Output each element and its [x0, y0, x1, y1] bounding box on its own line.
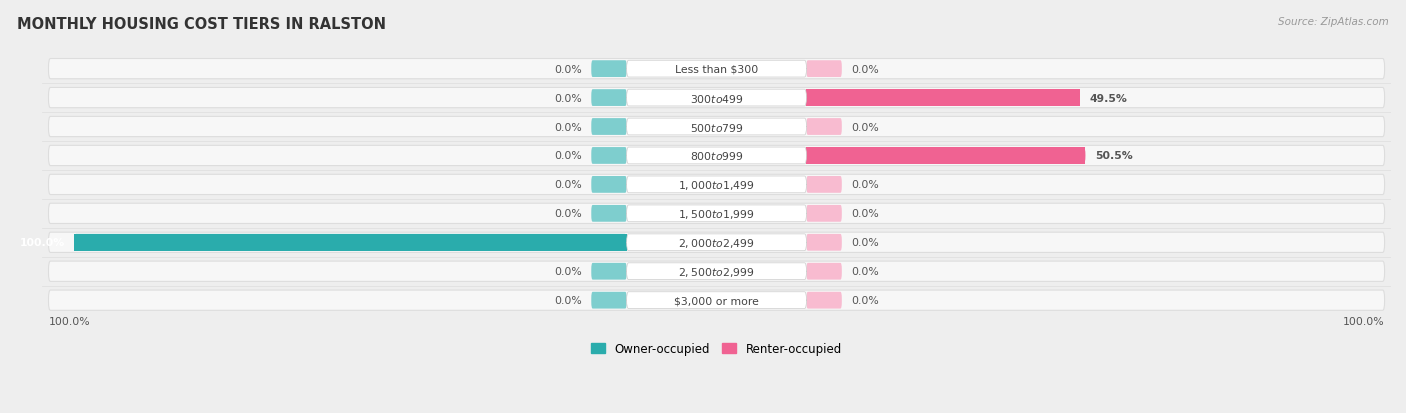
Text: 100.0%: 100.0% — [49, 316, 90, 326]
Bar — [75, 234, 627, 251]
FancyBboxPatch shape — [49, 261, 1385, 282]
FancyBboxPatch shape — [592, 119, 627, 135]
FancyBboxPatch shape — [807, 292, 842, 309]
FancyBboxPatch shape — [592, 263, 627, 280]
FancyBboxPatch shape — [49, 117, 1385, 137]
FancyBboxPatch shape — [592, 90, 627, 107]
FancyBboxPatch shape — [592, 177, 627, 193]
Text: 100.0%: 100.0% — [20, 238, 65, 248]
FancyBboxPatch shape — [807, 205, 842, 222]
Text: $3,000 or more: $3,000 or more — [673, 295, 759, 306]
Text: 0.0%: 0.0% — [852, 238, 879, 248]
Text: 0.0%: 0.0% — [554, 64, 582, 74]
Text: $2,500 to $2,999: $2,500 to $2,999 — [678, 265, 755, 278]
Text: 100.0%: 100.0% — [1343, 316, 1385, 326]
Text: $500 to $799: $500 to $799 — [690, 121, 744, 133]
Text: 0.0%: 0.0% — [554, 295, 582, 306]
Text: 0.0%: 0.0% — [554, 93, 582, 103]
FancyBboxPatch shape — [807, 177, 842, 193]
FancyBboxPatch shape — [807, 263, 842, 280]
Text: $2,000 to $2,499: $2,000 to $2,499 — [678, 236, 755, 249]
FancyBboxPatch shape — [627, 90, 807, 107]
FancyBboxPatch shape — [807, 90, 1080, 107]
FancyBboxPatch shape — [49, 88, 1385, 109]
FancyBboxPatch shape — [49, 175, 1385, 195]
FancyBboxPatch shape — [807, 148, 1085, 164]
FancyBboxPatch shape — [592, 205, 627, 222]
Text: $1,500 to $1,999: $1,500 to $1,999 — [678, 207, 755, 220]
FancyBboxPatch shape — [592, 148, 627, 164]
Text: 0.0%: 0.0% — [554, 209, 582, 219]
FancyBboxPatch shape — [592, 61, 627, 78]
Text: 0.0%: 0.0% — [852, 266, 879, 277]
FancyBboxPatch shape — [627, 234, 807, 251]
FancyBboxPatch shape — [807, 234, 842, 251]
Text: 0.0%: 0.0% — [852, 64, 879, 74]
FancyBboxPatch shape — [807, 119, 842, 135]
FancyBboxPatch shape — [807, 61, 842, 78]
FancyBboxPatch shape — [627, 148, 807, 164]
Text: $1,000 to $1,499: $1,000 to $1,499 — [678, 178, 755, 192]
FancyBboxPatch shape — [627, 205, 807, 222]
FancyBboxPatch shape — [49, 233, 1385, 253]
FancyBboxPatch shape — [627, 177, 807, 193]
Bar — [807, 90, 1080, 107]
FancyBboxPatch shape — [627, 263, 807, 280]
Text: 49.5%: 49.5% — [1090, 93, 1128, 103]
Text: 0.0%: 0.0% — [852, 209, 879, 219]
Text: $800 to $999: $800 to $999 — [690, 150, 744, 162]
FancyBboxPatch shape — [49, 204, 1385, 224]
Text: 50.5%: 50.5% — [1095, 151, 1133, 161]
Text: 0.0%: 0.0% — [554, 266, 582, 277]
Text: $300 to $499: $300 to $499 — [690, 93, 744, 104]
FancyBboxPatch shape — [49, 146, 1385, 166]
Legend: Owner-occupied, Renter-occupied: Owner-occupied, Renter-occupied — [586, 337, 846, 360]
FancyBboxPatch shape — [75, 234, 627, 251]
FancyBboxPatch shape — [627, 119, 807, 135]
Text: Source: ZipAtlas.com: Source: ZipAtlas.com — [1278, 17, 1389, 26]
Text: 0.0%: 0.0% — [852, 122, 879, 132]
Text: 0.0%: 0.0% — [852, 180, 879, 190]
Text: 0.0%: 0.0% — [554, 151, 582, 161]
Text: 0.0%: 0.0% — [554, 122, 582, 132]
FancyBboxPatch shape — [49, 59, 1385, 80]
FancyBboxPatch shape — [627, 292, 807, 309]
FancyBboxPatch shape — [49, 290, 1385, 311]
Bar — [807, 148, 1085, 164]
FancyBboxPatch shape — [627, 61, 807, 78]
FancyBboxPatch shape — [592, 292, 627, 309]
Text: MONTHLY HOUSING COST TIERS IN RALSTON: MONTHLY HOUSING COST TIERS IN RALSTON — [17, 17, 385, 31]
Text: Less than $300: Less than $300 — [675, 64, 758, 74]
Text: 0.0%: 0.0% — [852, 295, 879, 306]
Text: 0.0%: 0.0% — [554, 180, 582, 190]
